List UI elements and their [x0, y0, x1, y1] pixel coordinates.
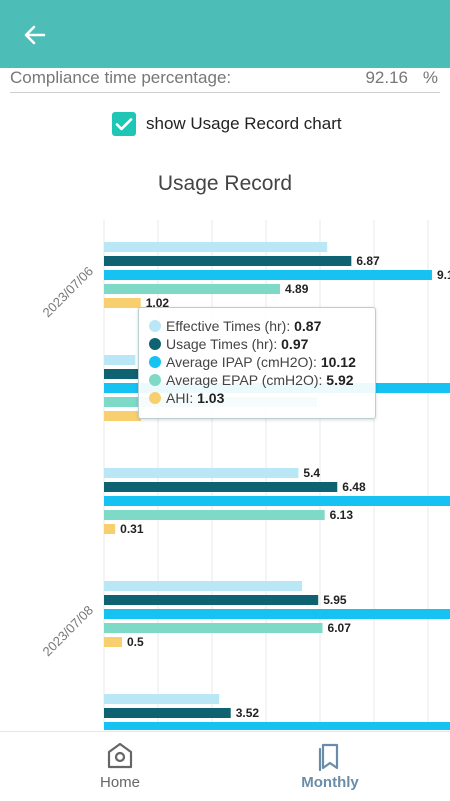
data-label: 5.95	[323, 593, 347, 607]
data-label: 1.02	[146, 296, 170, 310]
bar	[104, 595, 319, 605]
back-button[interactable]	[20, 20, 50, 50]
compliance-unit: %	[422, 68, 438, 87]
nav-home[interactable]: Home	[45, 732, 195, 801]
show-chart-label: show Usage Record chart	[146, 114, 342, 133]
tooltip-value: 5.92	[326, 372, 354, 388]
bar	[104, 510, 325, 520]
tooltip-value: 10.12	[320, 354, 356, 370]
nav-home-label: Home	[99, 774, 140, 791]
bar	[104, 256, 352, 266]
tooltip-label: AHI:	[166, 390, 194, 406]
tooltip-row: Effective Times (hr): 0.87	[149, 318, 321, 336]
y-axis-category-label: 2023/07/08	[39, 603, 96, 660]
bar	[104, 468, 299, 478]
usage-record-chart: 2023/07/06 2023/07/08 6.87 9.11 4.89 1.02 10.1…	[0, 210, 450, 730]
bar	[104, 411, 142, 421]
data-label: 6.48	[342, 480, 366, 494]
bottom-navigation: Home Monthly	[0, 731, 450, 801]
tooltip-row: Average EPAP (cmH2O): 5.92	[149, 372, 354, 390]
tooltip-color-dot	[149, 320, 161, 332]
bar	[104, 581, 302, 591]
tooltip-label: Effective Times (hr):	[166, 318, 291, 334]
data-label: 6.87	[356, 254, 380, 268]
tooltip-label: Average EPAP (cmH2O):	[166, 372, 323, 388]
bar	[104, 284, 281, 294]
bar	[104, 482, 338, 492]
bar	[104, 369, 139, 379]
home-icon	[107, 742, 133, 769]
checkmark-icon	[115, 118, 133, 131]
tooltip-color-dot	[149, 356, 161, 368]
nav-monthly[interactable]: Monthly	[255, 732, 405, 801]
data-label: 6.13	[330, 508, 354, 522]
bar	[104, 298, 141, 308]
data-label: 9.11	[437, 268, 450, 282]
compliance-label: Compliance time percentage:	[10, 68, 232, 87]
tooltip-color-dot	[149, 338, 161, 350]
nav-monthly-label: Monthly	[301, 774, 359, 791]
chart-tooltip: Effective Times (hr): 0.87 Usage Times (…	[138, 307, 376, 419]
show-chart-checkbox[interactable]	[112, 112, 136, 136]
bar	[104, 722, 450, 730]
bar	[104, 708, 231, 718]
chart-svg: 2023/07/06 2023/07/08 6.87 9.11 4.89 1.02 10.1…	[39, 220, 450, 730]
arrow-left-icon	[24, 25, 46, 45]
tooltip-row: Average IPAP (cmH2O): 10.12	[149, 354, 356, 372]
bar	[104, 270, 432, 280]
bar	[104, 623, 323, 633]
data-label: 6.07	[328, 621, 352, 635]
tooltip-label: Usage Times (hr):	[166, 336, 278, 352]
data-label: 5.4	[303, 466, 320, 480]
y-axis-category-label: 2023/07/06	[39, 264, 96, 321]
data-label: 3.52	[236, 706, 260, 720]
compliance-value: 92.16	[365, 68, 408, 87]
tooltip-value: 0.97	[281, 336, 309, 352]
tooltip-value: 0.87	[294, 318, 322, 334]
bar	[104, 694, 220, 704]
data-label: 0.31	[120, 522, 144, 536]
bar	[104, 637, 122, 647]
bookmarks-icon	[318, 743, 339, 771]
bar	[104, 355, 136, 365]
data-label: 4.89	[285, 282, 309, 296]
data-label: 0.5	[127, 635, 144, 649]
bar	[104, 609, 450, 619]
bar	[104, 496, 450, 506]
bar	[104, 524, 116, 534]
app-bar	[0, 0, 450, 68]
tooltip-label: Average IPAP (cmH2O):	[166, 354, 317, 370]
chart-title: Usage Record	[157, 172, 293, 195]
compliance-row: Compliance time percentage: 92.16 %	[10, 66, 440, 93]
tooltip-color-dot	[149, 392, 161, 404]
bar	[104, 242, 328, 252]
tooltip-row: Usage Times (hr): 0.97	[149, 336, 308, 354]
tooltip-value: 1.03	[197, 390, 225, 406]
tooltip-row: AHI: 1.03	[149, 390, 224, 408]
tooltip-color-dot	[149, 374, 161, 386]
